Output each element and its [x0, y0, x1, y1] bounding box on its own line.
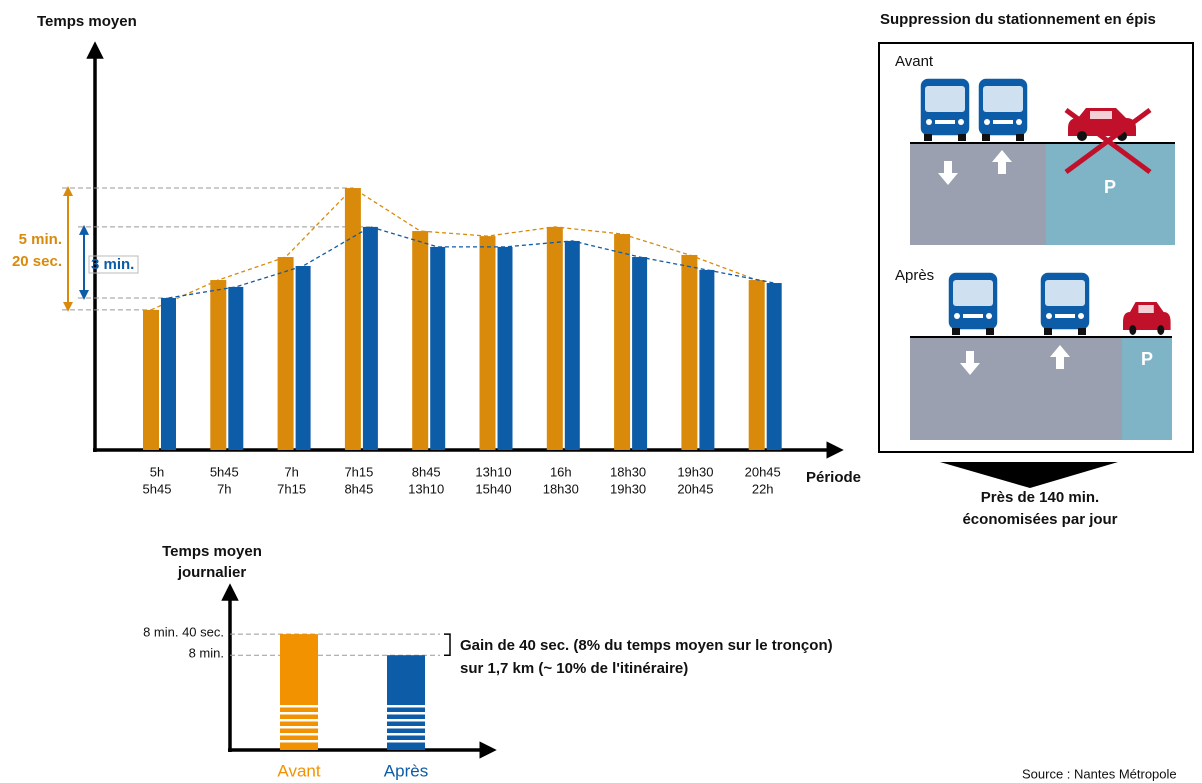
bar: [228, 286, 244, 450]
parking-sign: P: [1141, 349, 1153, 369]
note: Près de 140 min.: [981, 489, 1099, 506]
annotation: sur 1,7 km (~ 10% de l'itinéraire): [460, 660, 688, 677]
bar: [546, 226, 563, 450]
diagram-title: Suppression du stationnement en épis: [880, 11, 1156, 28]
bus-icon: [977, 77, 1029, 142]
x-tick-label: 5h: [150, 464, 164, 479]
bar-stripe: [387, 733, 425, 736]
x-tick-label: 20h45: [677, 481, 713, 496]
bar: [362, 226, 378, 450]
bar: [412, 231, 429, 450]
x-tick-label: 19h30: [677, 464, 713, 479]
bar-stripe: [280, 705, 318, 708]
parking-sign: P: [1104, 177, 1116, 197]
x-tick-label: 13h10: [408, 481, 444, 496]
x-tick-label: 20h45: [745, 464, 781, 479]
source: Source : Nantes Métropole: [1022, 766, 1177, 781]
bar-stripe: [280, 712, 318, 715]
x-tick-label: 22h: [752, 481, 774, 496]
bar: [766, 283, 782, 450]
bar: [479, 236, 496, 450]
bus-icon: [1039, 271, 1091, 336]
x-tick-label: 8h45: [412, 464, 441, 479]
x-tick-label: 19h30: [610, 481, 646, 496]
parking-lane: [1046, 143, 1175, 245]
x-tick-label: 7h: [217, 481, 231, 496]
bar-stripe: [387, 740, 425, 743]
bar: [344, 188, 361, 450]
x-tick-label: 5h45: [210, 464, 239, 479]
y-axis-title: Temps moyen: [162, 543, 262, 560]
bar-stripe: [387, 719, 425, 722]
bar: [699, 269, 715, 450]
road: [910, 337, 1122, 440]
bar-stripe: [387, 726, 425, 729]
bar: [387, 655, 425, 750]
bar: [681, 254, 698, 450]
bar-stripe: [387, 705, 425, 708]
x-tick-label: 7h15: [277, 481, 306, 496]
annotation: 3 min.: [91, 256, 134, 273]
x-tick-label: Après: [384, 761, 428, 780]
bar: [143, 309, 159, 450]
x-tick-label: 7h: [284, 464, 298, 479]
bus-icon: [919, 77, 971, 142]
bar: [497, 246, 513, 450]
annotation: 20 sec.: [12, 253, 62, 270]
road: [910, 143, 1046, 245]
note: économisées par jour: [962, 511, 1117, 528]
bar: [210, 280, 227, 450]
y-axis-title: journalier: [177, 564, 247, 581]
x-tick-label: 5h45: [143, 481, 172, 496]
bar-stripe: [387, 712, 425, 715]
bracket: [444, 633, 451, 656]
bar: [430, 246, 446, 450]
bar-stripe: [280, 733, 318, 736]
parking-lane: [1122, 337, 1172, 440]
x-tick-label: 7h15: [344, 464, 373, 479]
bar: [614, 234, 631, 450]
bus-icon: [947, 271, 999, 336]
trend-line: [168, 226, 775, 299]
x-axis-title: Période: [806, 469, 861, 486]
x-tick-label: 18h30: [543, 481, 579, 496]
bar: [161, 297, 176, 450]
x-tick-label: 13h10: [475, 464, 511, 479]
panel-label: Après: [895, 267, 934, 284]
bar-stripe: [280, 740, 318, 743]
x-tick-label: 15h40: [475, 481, 511, 496]
annotation: Gain de 40 sec. (8% du temps moyen sur l…: [460, 637, 833, 654]
bar: [748, 280, 765, 450]
x-tick-label: 18h30: [610, 464, 646, 479]
bar: [295, 266, 311, 450]
x-tick-label: 16h: [550, 464, 572, 479]
panel-label: Avant: [895, 53, 934, 70]
cross: [1064, 107, 1152, 175]
bar-stripe: [280, 719, 318, 722]
x-tick-label: 8h45: [344, 481, 373, 496]
bar: [632, 257, 648, 450]
bar-stripe: [280, 726, 318, 729]
annotation: 5 min.: [19, 231, 62, 248]
y-axis-title: Temps moyen: [37, 13, 137, 30]
bar: [564, 240, 580, 450]
result-arrow: [940, 462, 1118, 488]
bar: [277, 257, 294, 450]
bar: [280, 634, 318, 750]
x-tick-label: Avant: [277, 761, 320, 780]
y-tick-label: 8 min. 40 sec.: [143, 625, 224, 640]
annotation-box: [88, 255, 139, 274]
y-tick-label: 8 min.: [189, 646, 224, 661]
